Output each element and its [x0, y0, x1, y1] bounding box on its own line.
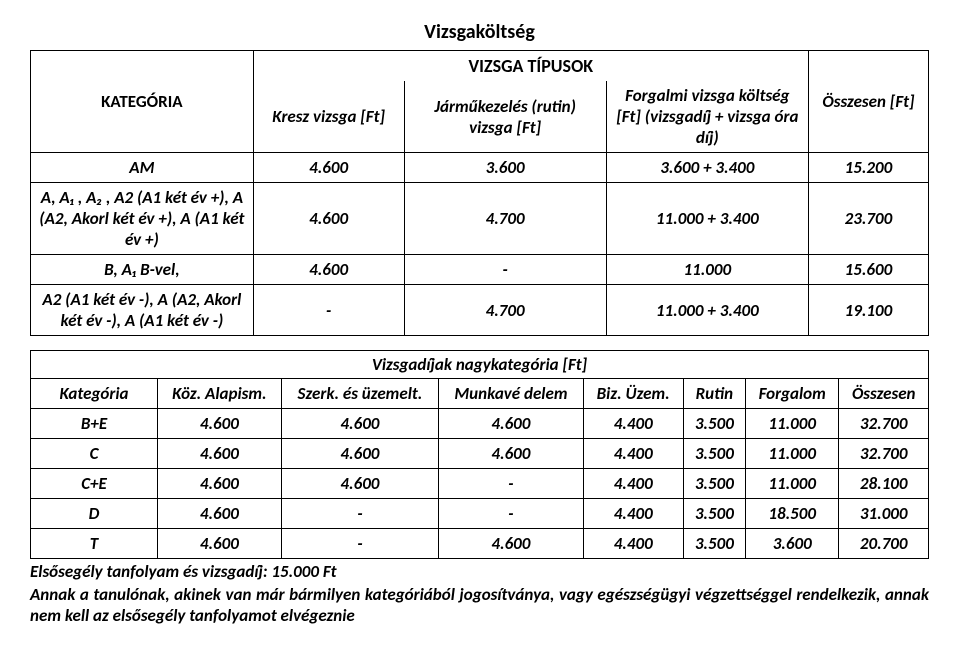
cell: 4.400: [583, 409, 683, 439]
cell: 4.600: [158, 529, 282, 559]
cell: 32.700: [839, 439, 929, 469]
cell: 4.600: [253, 153, 404, 183]
cell: T: [31, 529, 158, 559]
table-row: B, A₁ B-vel,4.600-11.00015.600: [31, 255, 929, 285]
cell: 15.600: [808, 255, 928, 285]
table-row: A, A₁ , A₂ , A2 (A1 két év +), A (A2, Ak…: [31, 183, 929, 255]
cell: 11.000 + 3.400: [606, 285, 808, 336]
cell: -: [439, 499, 584, 529]
cell: C+E: [31, 469, 158, 499]
cell: 28.100: [839, 469, 929, 499]
table-row: T4.600-4.6004.4003.5003.60020.700: [31, 529, 929, 559]
cell: 3.600: [404, 153, 606, 183]
col2-rutin: Rutin: [683, 379, 745, 409]
table-row: B+E4.6004.6004.6004.4003.50011.00032.700: [31, 409, 929, 439]
col2-biz: Biz. Üzem.: [583, 379, 683, 409]
table-row: C4.6004.6004.6004.4003.50011.00032.700: [31, 439, 929, 469]
cell: 4.600: [158, 409, 282, 439]
cell: -: [439, 469, 584, 499]
cell: -: [281, 529, 438, 559]
cell: 11.000: [745, 469, 839, 499]
table2-title: Vizsgadíjak nagykategória [Ft]: [30, 350, 929, 378]
cell: 4.700: [404, 183, 606, 255]
page-title: Vizsgaköltség: [30, 20, 929, 44]
cell: 4.400: [583, 529, 683, 559]
cell: 4.700: [404, 285, 606, 336]
cell: 4.600: [281, 469, 438, 499]
cell: 3.600: [745, 529, 839, 559]
cell: 11.000 + 3.400: [606, 183, 808, 255]
cell: 4.600: [281, 409, 438, 439]
cell: 3.500: [683, 439, 745, 469]
cell: B+E: [31, 409, 158, 439]
cell: D: [31, 499, 158, 529]
table-row: A2 (A1 két év -), A (A2, Akorl két év -)…: [31, 285, 929, 336]
cell: 4.600: [158, 439, 282, 469]
col-osszesen: Összesen [Ft]: [808, 51, 928, 153]
cell: AM: [31, 153, 254, 183]
table-nagyvizsga: Kategória Köz. Alapism. Szerk. és üzemel…: [30, 378, 929, 559]
cell: C: [31, 439, 158, 469]
cell: 11.000: [606, 255, 808, 285]
cell: 4.600: [439, 529, 584, 559]
table-row: C+E4.6004.600-4.4003.50011.00028.100: [31, 469, 929, 499]
cell: 3.500: [683, 499, 745, 529]
cell: 4.400: [583, 469, 683, 499]
cell: 4.600: [281, 439, 438, 469]
cell: 20.700: [839, 529, 929, 559]
cell: -: [281, 499, 438, 529]
table-row: AM4.6003.6003.600 + 3.40015.200: [31, 153, 929, 183]
cell: 4.600: [253, 255, 404, 285]
cell: 4.400: [583, 499, 683, 529]
cell: B, A₁ B-vel,: [31, 255, 254, 285]
col2-kategoria: Kategória: [31, 379, 158, 409]
cell: 11.000: [745, 439, 839, 469]
col-tipusok: VIZSGA TÍPUSOK: [253, 51, 808, 82]
cell: 4.600: [439, 409, 584, 439]
cell: A, A₁ , A₂ , A2 (A1 két év +), A (A2, Ak…: [31, 183, 254, 255]
cell: 23.700: [808, 183, 928, 255]
cell: A2 (A1 két év -), A (A2, Akorl két év -)…: [31, 285, 254, 336]
cell: 3.600 + 3.400: [606, 153, 808, 183]
cell: 4.600: [253, 183, 404, 255]
cell: 4.400: [583, 439, 683, 469]
footer-line-2: Annak a tanulónak, akinek van már bármil…: [30, 584, 929, 626]
cell: 3.500: [683, 469, 745, 499]
col2-koz: Köz. Alapism.: [158, 379, 282, 409]
table-row: D4.600--4.4003.50018.50031.000: [31, 499, 929, 529]
col-forgalmi: Forgalmi vizsga költség [Ft] (vizsgadíj …: [606, 81, 808, 153]
table-vizsgakoltseg: KATEGÓRIA VIZSGA TÍPUSOK Összesen [Ft] K…: [30, 50, 929, 336]
cell: 19.100: [808, 285, 928, 336]
cell: 32.700: [839, 409, 929, 439]
col-kresz: Kresz vizsga [Ft]: [253, 81, 404, 153]
col2-munka: Munkavé delem: [439, 379, 584, 409]
cell: 15.200: [808, 153, 928, 183]
footer-line-1: Elsősegély tanfolyam és vizsgadíj: 15.00…: [30, 561, 929, 582]
cell: 3.500: [683, 409, 745, 439]
cell: 11.000: [745, 409, 839, 439]
col-kategoria: KATEGÓRIA: [31, 51, 254, 153]
col2-forgalom: Forgalom: [745, 379, 839, 409]
cell: 4.600: [439, 439, 584, 469]
cell: -: [253, 285, 404, 336]
cell: 3.500: [683, 529, 745, 559]
cell: 4.600: [158, 499, 282, 529]
cell: 31.000: [839, 499, 929, 529]
col2-osszesen: Összesen: [839, 379, 929, 409]
col-jarmu: Járműkezelés (rutin) vizsga [Ft]: [404, 81, 606, 153]
cell: -: [404, 255, 606, 285]
cell: 4.600: [158, 469, 282, 499]
cell: 18.500: [745, 499, 839, 529]
col2-szerk: Szerk. és üzemelt.: [281, 379, 438, 409]
